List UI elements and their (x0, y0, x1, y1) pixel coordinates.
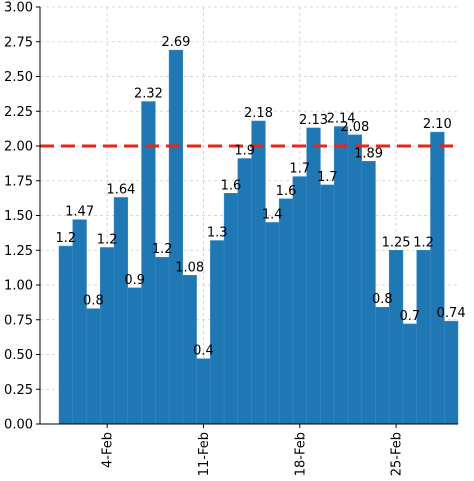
bar (265, 222, 280, 425)
data-label: 1.2 (97, 232, 118, 247)
data-label: 1.6 (276, 184, 297, 199)
y-tick-label: 1.00 (4, 279, 33, 294)
data-label: 0.8 (83, 294, 104, 309)
bar (58, 245, 74, 425)
bar (320, 184, 335, 425)
bar (210, 240, 225, 425)
data-label: 1.6 (221, 178, 242, 193)
bar (388, 250, 404, 425)
data-label: 1.2 (56, 231, 77, 246)
bar (196, 358, 211, 425)
y-tick-label: 0.25 (4, 383, 33, 398)
bar (113, 197, 129, 425)
data-label: 1.4 (262, 207, 283, 222)
data-label: 1.64 (106, 182, 135, 197)
data-label: 2.13 (299, 113, 328, 128)
y-tick-label: 0.75 (4, 313, 33, 328)
data-label: 0.9 (124, 273, 145, 288)
data-label: 2.69 (161, 35, 190, 50)
x-tick-label: 25-Feb (390, 432, 405, 476)
data-label: 1.9 (234, 144, 255, 159)
bar (402, 323, 417, 425)
bar (347, 134, 362, 425)
y-tick-label: 0.00 (4, 418, 33, 433)
bar (100, 247, 115, 425)
y-tick-label: 1.75 (4, 174, 33, 189)
data-label: 0.4 (193, 344, 214, 359)
y-tick-label: 1.50 (4, 209, 33, 224)
data-label: 1.47 (65, 205, 94, 220)
y-tick-label: 2.50 (4, 70, 33, 85)
data-label: 1.89 (354, 146, 383, 161)
data-label: 1.7 (317, 170, 338, 185)
data-label: 1.25 (382, 235, 411, 250)
data-label: 0.8 (372, 292, 393, 307)
bar (72, 219, 87, 425)
bar (278, 198, 294, 425)
y-tick-label: 3.00 (4, 1, 33, 16)
data-label: 1.2 (152, 242, 173, 257)
bar (237, 158, 252, 425)
y-tick-label: 1.25 (4, 244, 33, 259)
data-label: 0.74 (437, 306, 466, 321)
data-label: 1.2 (413, 235, 434, 250)
data-label: 2.14 (327, 112, 356, 127)
bar (375, 306, 390, 425)
bar (251, 120, 266, 425)
data-label: 2.18 (244, 106, 273, 121)
data-label: 2.32 (134, 87, 163, 102)
bar (416, 250, 431, 425)
y-tick-label: 2.75 (4, 35, 33, 50)
bar (155, 256, 170, 425)
bar (127, 287, 142, 425)
bar (430, 131, 445, 425)
bar (443, 320, 459, 425)
bar (86, 308, 101, 425)
bar-layer (58, 49, 459, 425)
y-tick-label: 2.00 (4, 140, 33, 155)
data-label: 1.7 (289, 162, 310, 177)
axis-layer: 0.00 0.25 0.50 0.75 1.00 1.25 1.50 1.75 2.00 2.25… (4, 1, 458, 476)
x-tick-label: 18-Feb (293, 432, 308, 476)
x-tick-label: 4-Feb (101, 432, 116, 468)
bar (292, 176, 307, 425)
y-tick-label: 0.50 (4, 348, 33, 363)
data-label: 0.7 (400, 309, 421, 324)
data-label: 2.10 (423, 117, 452, 132)
y-tick-label: 2.25 (4, 105, 33, 120)
data-label-layer: 1.21.470.81.21.640.92.321.22.691.080.41.… (56, 35, 466, 359)
bar (141, 101, 156, 425)
x-tick-label: 11-Feb (197, 432, 212, 476)
data-label: 2.08 (340, 120, 369, 135)
data-label: 1.08 (175, 260, 204, 275)
data-label: 1.3 (207, 226, 228, 241)
bar (168, 49, 184, 425)
